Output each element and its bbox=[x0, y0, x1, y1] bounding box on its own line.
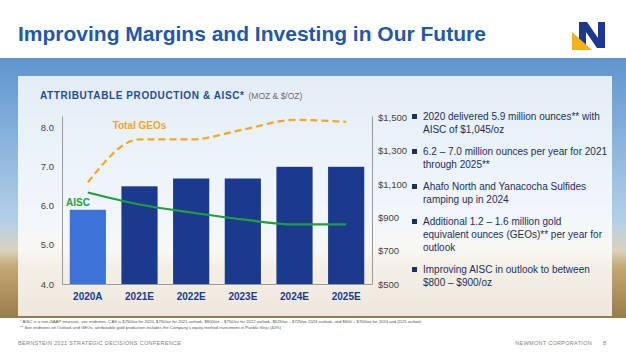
bullet-marker bbox=[412, 184, 417, 189]
tick-label: 2022E bbox=[177, 291, 206, 302]
slide: Improving Margins and Investing in Our F… bbox=[0, 0, 626, 353]
tick: 2025E bbox=[332, 291, 361, 302]
series-line bbox=[88, 120, 346, 183]
tick-label: 2025E bbox=[332, 291, 361, 302]
series-labels: Total GEOs AISC bbox=[66, 120, 167, 207]
chart-panel bbox=[18, 76, 612, 316]
tick: 2021E bbox=[125, 291, 154, 302]
bullet-text: Ahafo North and Yanacocha Sulfides rampi… bbox=[423, 181, 586, 205]
tick-label: 2023E bbox=[228, 291, 257, 302]
bullet-marker bbox=[412, 267, 417, 272]
tick-label: $500 bbox=[378, 279, 399, 290]
bullet-text: 2020 delivered 5.9 million ounces** with… bbox=[423, 111, 600, 135]
tick: $900 bbox=[372, 212, 399, 223]
tick: 8.0 bbox=[41, 122, 62, 133]
tick: $1,300 bbox=[372, 145, 407, 156]
tick: $1,100 bbox=[372, 179, 407, 190]
bullet-marker bbox=[412, 219, 417, 224]
tick-label: 6.0 bbox=[41, 200, 54, 211]
bullet: Improving AISC in outlook to between $80… bbox=[412, 263, 608, 289]
bullet-text: Additional 1.2 – 1.6 million gold equiva… bbox=[423, 216, 602, 253]
tick-label: $1,100 bbox=[378, 179, 407, 190]
bullet-marker bbox=[412, 149, 417, 154]
footer-left: BERNSTEIN 2021 STRATEGIC DECISIONS CONFE… bbox=[18, 340, 181, 346]
footnote: * AISC is a non-GAAP measure, see endnot… bbox=[20, 319, 610, 325]
slide-canvas: Improving Margins and Investing in Our F… bbox=[0, 0, 626, 353]
tick: 2024E bbox=[280, 291, 309, 302]
bullet: Additional 1.2 – 1.6 million gold equiva… bbox=[412, 215, 608, 254]
chart-title: ATTRIBUTABLE PRODUCTION & AISC* (MOZ & $/… bbox=[40, 90, 303, 101]
page-number: 8 bbox=[603, 340, 606, 346]
tick: 2020A bbox=[73, 291, 102, 302]
tick-label: 2021E bbox=[125, 291, 154, 302]
bar bbox=[173, 179, 209, 284]
axis-line bbox=[372, 117, 373, 285]
tick: 4.0 bbox=[41, 279, 62, 290]
logo bbox=[572, 22, 605, 50]
tick-label: 2020A bbox=[73, 291, 102, 302]
footer-right: NEWMONT CORPORATION bbox=[515, 340, 592, 346]
x-axis: 2020A 2021E 2022E 2023E 2024E 2025E bbox=[63, 285, 373, 303]
tick: 7.0 bbox=[41, 161, 62, 172]
chart-title-main: ATTRIBUTABLE PRODUCTION & AISC* bbox=[40, 90, 245, 101]
y2-axis: $500 $700 $900 $1,100 $1,300 $1,500 bbox=[372, 112, 407, 289]
tick: 5.0 bbox=[41, 239, 62, 250]
slide-title: Improving Margins and Investing in Our F… bbox=[18, 22, 486, 45]
chart-subtitle: (MOZ & $/OZ) bbox=[249, 91, 303, 101]
bullet: 2020 delivered 5.9 million ounces** with… bbox=[412, 110, 608, 136]
bullet: 6.2 – 7.0 million ounces per year for 20… bbox=[412, 145, 608, 171]
bullet-list: 2020 delivered 5.9 million ounces** with… bbox=[412, 110, 608, 298]
tick-label: 5.0 bbox=[41, 239, 54, 250]
tick: 2022E bbox=[177, 291, 206, 302]
bullet-text: Improving AISC in outlook to between $80… bbox=[423, 264, 590, 288]
tick-label: $1,300 bbox=[378, 145, 407, 156]
axis-line bbox=[63, 284, 373, 285]
plot-marks bbox=[70, 120, 365, 284]
axis-line bbox=[62, 117, 63, 285]
tick-label: $700 bbox=[378, 245, 399, 256]
footnote: ** See endnotes on Outlook and GEOs; att… bbox=[20, 325, 610, 331]
series-label: AISC bbox=[66, 197, 90, 208]
bar bbox=[70, 210, 106, 284]
photo-background bbox=[0, 58, 626, 318]
series-label: Total GEOs bbox=[113, 120, 167, 131]
tick-label: 7.0 bbox=[41, 161, 54, 172]
bullet-marker bbox=[412, 114, 417, 119]
y-axis: 4.0 5.0 6.0 7.0 8.0 bbox=[41, 117, 63, 290]
tick-label: 2024E bbox=[280, 291, 309, 302]
tick-label: 8.0 bbox=[41, 122, 54, 133]
tick: $700 bbox=[372, 245, 399, 256]
tick-label: 4.0 bbox=[41, 279, 54, 290]
bar bbox=[225, 179, 261, 284]
tick-label: $900 bbox=[378, 212, 399, 223]
series-line bbox=[88, 193, 346, 225]
footnotes: * AISC is a non-GAAP measure, see endnot… bbox=[20, 319, 610, 330]
tick: $1,500 bbox=[372, 112, 407, 123]
bullet: Ahafo North and Yanacocha Sulfides rampi… bbox=[412, 180, 608, 206]
tick: 6.0 bbox=[41, 200, 62, 211]
tick: 2023E bbox=[228, 291, 257, 302]
bullet-text: 6.2 – 7.0 million ounces per year for 20… bbox=[423, 146, 607, 170]
page-background bbox=[0, 0, 626, 353]
tick: $500 bbox=[372, 279, 399, 290]
logo-triangle bbox=[572, 32, 592, 50]
tick-label: $1,500 bbox=[378, 112, 407, 123]
